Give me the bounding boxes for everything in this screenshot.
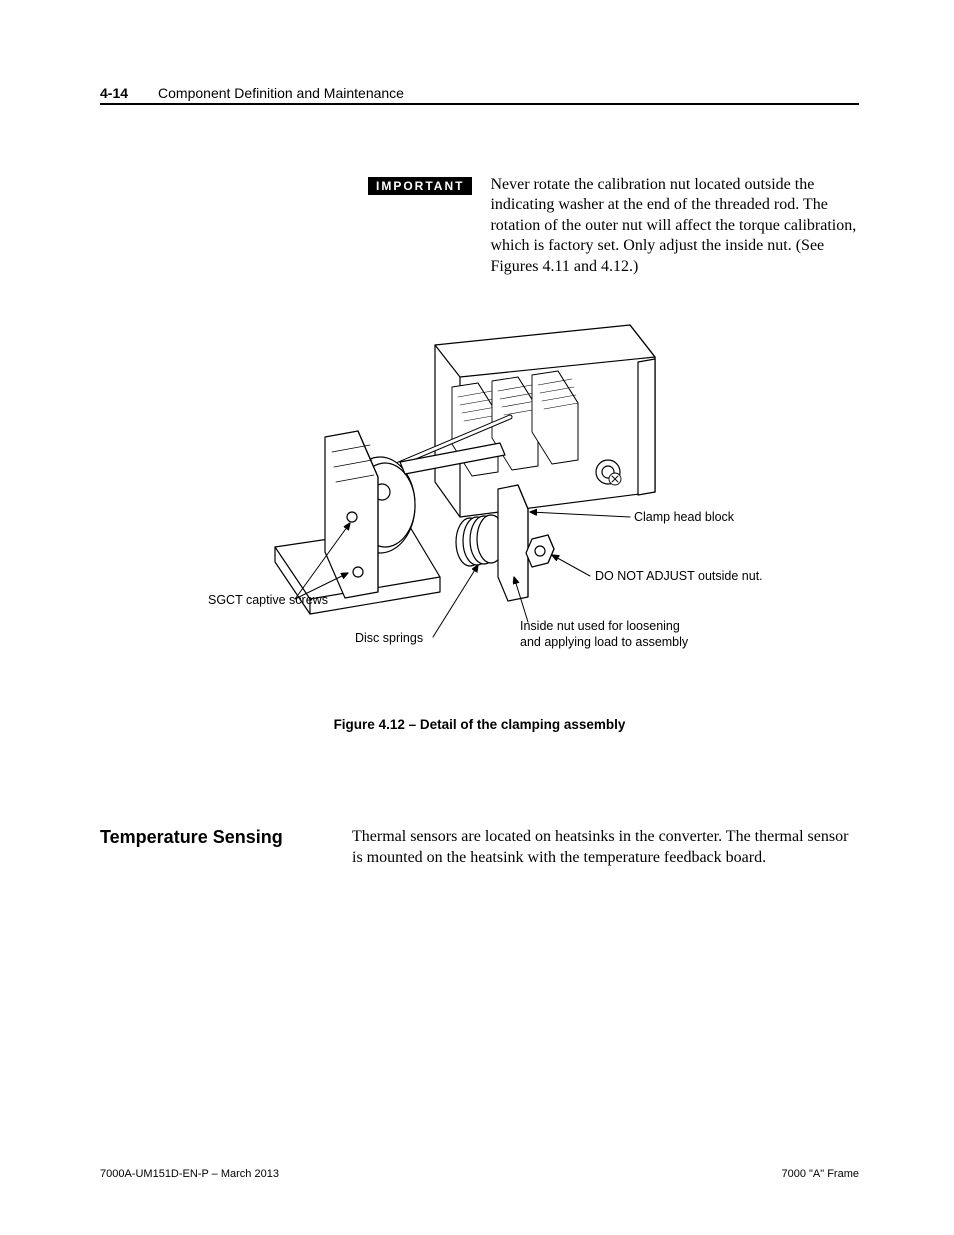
footer-right: 7000 "A" Frame <box>781 1168 859 1180</box>
figure-caption: Figure 4.12 – Detail of the clamping ass… <box>100 717 859 732</box>
page-header: 4-14 Component Definition and Maintenanc… <box>100 85 859 105</box>
page-number: 4-14 <box>100 85 128 101</box>
important-note: IMPORTANT Never rotate the calibration n… <box>368 175 859 277</box>
clamping-assembly-diagram <box>100 317 860 677</box>
callout-inside-nut-line1: Inside nut used for loosening <box>520 619 680 633</box>
callout-disc-springs: Disc springs <box>355 631 423 647</box>
important-badge: IMPORTANT <box>368 177 472 195</box>
callout-outside-nut: DO NOT ADJUST outside nut. <box>595 569 763 585</box>
chapter-title: Component Definition and Maintenance <box>158 85 404 101</box>
callout-clamp-head: Clamp head block <box>634 510 734 526</box>
callout-sgct: SGCT captive screws <box>208 593 328 609</box>
footer-left: 7000A-UM151D-EN-P – March 2013 <box>100 1168 279 1180</box>
section-temperature-sensing: Temperature Sensing Thermal sensors are … <box>100 827 859 868</box>
figure-container: SGCT captive screws Disc springs Clamp h… <box>100 317 859 707</box>
callout-inside-nut: Inside nut used for loosening and applyi… <box>520 619 688 650</box>
important-text: Never rotate the calibration nut located… <box>490 175 859 277</box>
section-title: Temperature Sensing <box>100 827 352 868</box>
callout-inside-nut-line2: and applying load to assembly <box>520 635 688 649</box>
page-footer: 7000A-UM151D-EN-P – March 2013 7000 "A" … <box>100 1168 859 1180</box>
section-body: Thermal sensors are located on heatsinks… <box>352 827 859 868</box>
